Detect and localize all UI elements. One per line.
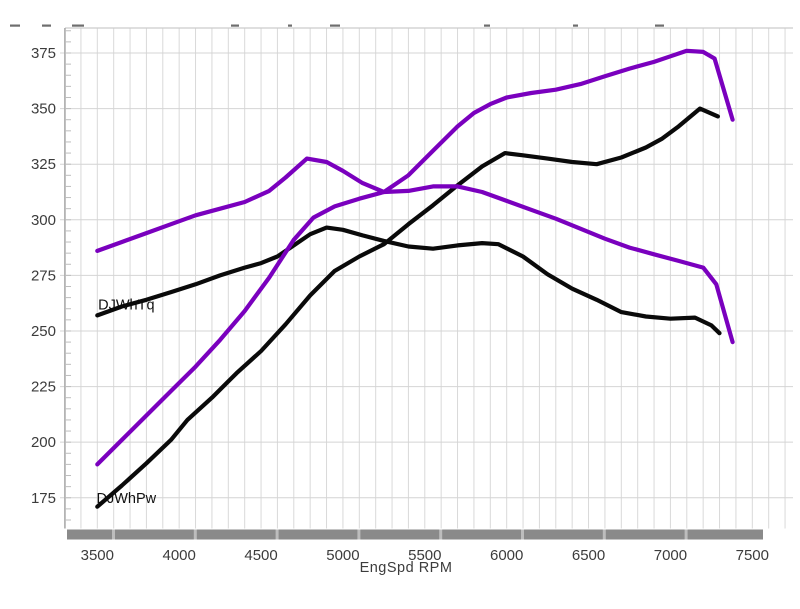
chart-labels-layer: DJWhTq DJWhPw (96, 297, 156, 506)
x-tick-label: 7500 (736, 547, 769, 564)
scrollbar-notch (684, 529, 688, 540)
scrollbar-notch (602, 529, 606, 540)
cropped-text-fragment (288, 24, 292, 27)
scrollbar-notch (357, 529, 361, 540)
x-tick-label: 4000 (162, 547, 195, 564)
y-tick-label: 200 (31, 434, 56, 451)
cropped-text-fragment (42, 24, 51, 27)
grid-layer: 175 200 225 250 275 300 325 350 375 3500 4000 4500 5… (31, 27, 793, 564)
y-tick-label: 225 (31, 379, 56, 396)
y-tick-label: 250 (31, 323, 56, 340)
cropped-text-fragment (330, 24, 340, 27)
x-axis-title: EngSpd RPM (360, 560, 453, 576)
x-tick-label: 5500 (408, 547, 441, 564)
cropped-text-fragment (655, 24, 664, 27)
y-tick-label: 325 (31, 156, 56, 173)
cropped-text-fragment (231, 24, 239, 27)
curve-djwhpw-black-power (95, 106, 721, 509)
x-tick-label: 7000 (654, 547, 687, 564)
x-tick-label: 6500 (572, 547, 605, 564)
curve-djwhpw-purple-power (95, 48, 735, 467)
x-tick-label: 3500 (81, 547, 114, 564)
x-axis-scrollbar (67, 529, 763, 540)
scrollbar-notch (112, 529, 115, 540)
curves-layer (95, 48, 735, 509)
x-tick-label: 6000 (490, 547, 523, 564)
cropped-text-fragment (484, 24, 490, 27)
scrollbar-notch (439, 529, 443, 540)
x-tick-label: 4500 (244, 547, 277, 564)
y-tick-label: 350 (31, 101, 56, 118)
curve-djwhtq-black-torque (95, 225, 722, 336)
curve-djwhtq-purple-torque (95, 156, 735, 345)
cropped-text-fragment (72, 24, 84, 27)
cropped-text-fragment (573, 24, 578, 27)
y-tick-label: 175 (31, 490, 56, 507)
scrollbar-notch (521, 529, 524, 540)
cropped-text-fragment (10, 24, 20, 27)
scrollbar-notch (275, 529, 279, 540)
decor-layer (10, 24, 763, 540)
y-tick-label: 300 (31, 212, 56, 229)
x-tick-label: 5000 (326, 547, 359, 564)
y-tick-label: 275 (31, 267, 56, 284)
y-tick-label: 375 (31, 45, 56, 62)
scrollbar-notch (193, 529, 197, 540)
